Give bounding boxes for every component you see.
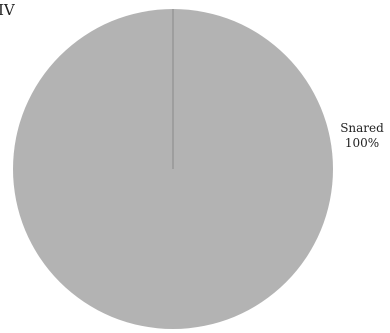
pie-slices-group xyxy=(13,9,333,329)
chart-title: IV xyxy=(0,1,16,19)
pie-slice-label: Snared xyxy=(340,121,384,135)
pie-slice-percent-label: 100% xyxy=(345,136,379,150)
